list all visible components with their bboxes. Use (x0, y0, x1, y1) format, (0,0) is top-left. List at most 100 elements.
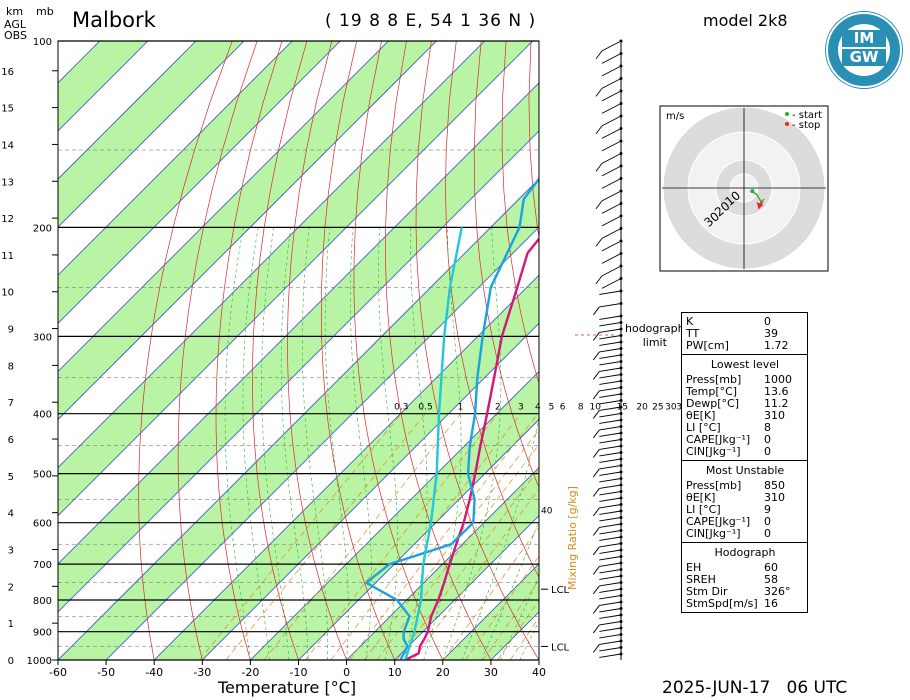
x-tick-label: -20 (241, 666, 259, 679)
wind-barb-flag (592, 605, 600, 614)
model-name: model 2k8 (703, 11, 788, 30)
isotherm (58, 41, 437, 421)
isotherm (58, 41, 533, 517)
wind-barb-flag (592, 566, 600, 575)
isotherm (58, 41, 293, 276)
lowest-level-value: 0 (764, 433, 771, 446)
km-unit-label: km (6, 5, 24, 18)
isotherm (58, 41, 485, 469)
isotherm (105, 226, 539, 660)
wind-barb-flag (592, 410, 600, 419)
wind-barb (599, 543, 622, 548)
moist-adiabat (324, 227, 349, 660)
km-tick-label: 16 (1, 67, 14, 78)
station-title: Malbork (72, 8, 156, 32)
wind-barb-flag (592, 371, 600, 380)
profile-dewpoint (365, 176, 539, 660)
hodograph-stat-key: SREH (686, 573, 716, 586)
lowest-level-key: θE[K] (686, 409, 716, 422)
wind-barb-flag (592, 546, 600, 556)
x-axis-label: Temperature [°C] (218, 678, 357, 697)
lowest-level-row: CAPE[Jkg⁻¹] 0 (686, 434, 804, 446)
wind-barb (599, 621, 622, 626)
wind-barb (599, 517, 622, 522)
most-unstable-row: Press[mb] 850 (686, 480, 804, 492)
km-tick-label: 4 (8, 509, 14, 520)
wind-barb (599, 393, 622, 398)
isotherm (0, 41, 4, 660)
wind-barb (599, 315, 622, 320)
wind-barb (599, 523, 622, 528)
wind-barb (601, 253, 622, 264)
wind-barbs (575, 39, 623, 660)
x-tick-label: 40 (532, 666, 546, 679)
isotherm (58, 82, 539, 565)
wind-barb (599, 400, 622, 405)
mixing-tick-label: 20 (636, 403, 648, 413)
wind-barb-flag (595, 200, 603, 210)
wind-barb (599, 303, 622, 308)
hodograph-end-point (761, 198, 765, 202)
x-tick-label: 30 (484, 666, 498, 679)
dry-adiabat (880, 41, 910, 660)
x-axis-ticks: -60 -50 -40 -30 -20 -10 0 10 20 30 40 (49, 660, 546, 679)
most-unstable-row: CAPE[Jkg⁻¹] 0 (686, 516, 804, 528)
moist-adiabat (500, 576, 539, 660)
wind-barb (599, 478, 622, 483)
most-unstable-value: 0 (764, 515, 771, 528)
wind-barb-flag (592, 429, 600, 439)
indices-table: K 0 TT 39 PW[cm] 1.72 Lowest level Press[mb] 1… (681, 312, 808, 613)
dry-adiabat (830, 41, 910, 660)
wind-barb-flag (592, 585, 600, 595)
hodograph-stat-value: 16 (764, 597, 778, 610)
km-tick-label: 6 (8, 435, 14, 446)
isotherm (58, 178, 539, 660)
wind-barb-flag (592, 306, 600, 316)
km-tick-label: 0 (8, 656, 14, 667)
wind-barb (599, 627, 622, 632)
wind-barb (599, 290, 622, 295)
mixing-tick-label: 1 (458, 403, 464, 413)
wind-barb (599, 536, 622, 541)
wind-barb (601, 128, 622, 139)
lowest-level-value: 8 (764, 421, 771, 434)
mixing-ratio-label: Mixing Ratio [g/kg] (566, 486, 579, 590)
mixing-tick-label: 3 (518, 403, 524, 413)
wind-barb-flag (595, 50, 603, 60)
index-key: PW[cm] (686, 339, 729, 352)
wind-barb (601, 265, 622, 277)
indices-top-section: K 0 TT 39 PW[cm] 1.72 (682, 313, 807, 354)
lowest-level-row: LI [°C] 8 (686, 422, 804, 434)
lowest-level-value: 1000 (764, 373, 792, 386)
hodograph-stat-row: SREH 58 (686, 574, 804, 586)
pressure-tick-label: 800 (33, 596, 52, 607)
index-row: TT 39 (686, 328, 804, 340)
wind-barb (599, 445, 622, 450)
km-tick-label: 5 (8, 472, 14, 483)
profile-parcel (404, 227, 463, 660)
wind-barb-flag (595, 163, 603, 172)
wind-barb (599, 328, 622, 333)
index-key: K (686, 315, 694, 328)
wind-barb (601, 78, 622, 89)
wind-barb (599, 341, 622, 346)
hodograph-title: Hodograph (714, 546, 776, 559)
km-tick-label: 9 (8, 325, 14, 336)
wind-barb (599, 432, 622, 437)
wind-barb (599, 491, 622, 496)
most-unstable-row: θE[K] 310 (686, 492, 804, 504)
lowest-level-key: Press[mb] (686, 373, 742, 386)
x-tick-label: -10 (290, 666, 308, 679)
mixing-tick-label: 8 (578, 403, 584, 413)
lcl-label-upper: LCL (551, 585, 570, 596)
wind-barb (599, 647, 622, 652)
lowest-level-value: 310 (764, 409, 785, 422)
lowest-level-value: 0 (764, 445, 771, 458)
wind-barb-flag (595, 88, 603, 97)
pressure-ticks: 100 200 300 400 500 600 700 800 900 1000 (27, 37, 52, 667)
km-tick-label: 7 (8, 398, 14, 409)
km-tick-label: 13 (1, 177, 14, 188)
wind-barb (599, 601, 622, 606)
km-tick-label: 15 (1, 104, 14, 115)
hodograph-limit-label: hodograph limit (625, 322, 685, 350)
